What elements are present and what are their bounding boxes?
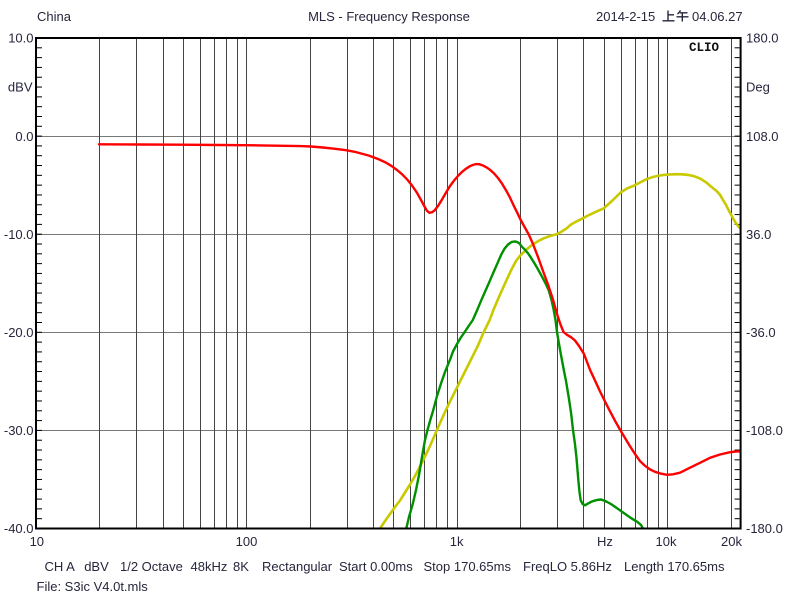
svg-text:100: 100 <box>236 534 258 549</box>
svg-text:10.0: 10.0 <box>8 31 33 46</box>
svg-text:-20.0: -20.0 <box>4 325 34 340</box>
svg-text:2014-2-15: 2014-2-15 <box>596 9 655 24</box>
svg-text:CH A: CH A <box>45 559 76 574</box>
svg-text:FreqLO 5.86Hz: FreqLO 5.86Hz <box>523 559 612 574</box>
svg-text:-10.0: -10.0 <box>4 227 34 242</box>
svg-text:Rectangular: Rectangular <box>262 559 333 574</box>
svg-text:Hz: Hz <box>597 534 613 549</box>
svg-text:dBV: dBV <box>84 559 109 574</box>
svg-text:Stop 170.65ms: Stop 170.65ms <box>424 559 512 574</box>
svg-text:-30.0: -30.0 <box>4 423 34 438</box>
svg-text:0.0: 0.0 <box>15 129 33 144</box>
svg-text:dBV: dBV <box>8 80 33 95</box>
svg-text:China: China <box>37 9 72 24</box>
svg-text:MLS - Frequency Response: MLS - Frequency Response <box>308 9 470 24</box>
svg-text:-180.0: -180.0 <box>746 521 783 536</box>
svg-text:-36.0: -36.0 <box>746 325 776 340</box>
svg-text:8K: 8K <box>233 559 249 574</box>
svg-text:108.0: 108.0 <box>746 129 779 144</box>
svg-text:-108.0: -108.0 <box>746 423 783 438</box>
svg-text:180.0: 180.0 <box>746 31 779 46</box>
svg-text:CLIO: CLIO <box>689 41 720 55</box>
svg-text:File: S3ic V4.0t.mls: File: S3ic V4.0t.mls <box>37 579 149 594</box>
svg-text:36.0: 36.0 <box>746 227 771 242</box>
svg-text:Start 0.00ms: Start 0.00ms <box>339 559 413 574</box>
svg-text:Deg: Deg <box>746 80 770 95</box>
svg-text:1/2 Octave: 1/2 Octave <box>120 559 183 574</box>
svg-text:20k: 20k <box>721 534 742 549</box>
svg-text:Length 170.65ms: Length 170.65ms <box>624 559 725 574</box>
svg-text:10: 10 <box>30 534 44 549</box>
svg-text:10k: 10k <box>656 534 677 549</box>
svg-text:1k: 1k <box>450 534 464 549</box>
svg-text:48kHz: 48kHz <box>191 559 228 574</box>
svg-text:04.06.27: 04.06.27 <box>692 9 743 24</box>
svg-text:-40.0: -40.0 <box>4 521 34 536</box>
